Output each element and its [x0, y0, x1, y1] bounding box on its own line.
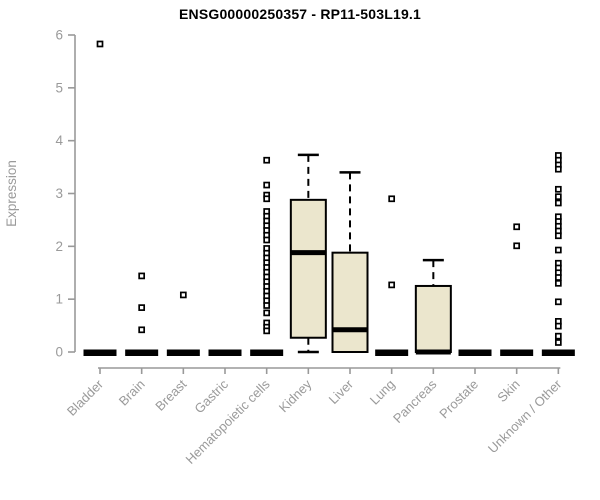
box — [331, 251, 369, 354]
flat-box — [166, 349, 200, 356]
outlier-point — [554, 193, 562, 201]
y-tick-label: 6 — [55, 28, 63, 43]
y-tick-label: 3 — [55, 186, 63, 201]
outlier-point — [263, 156, 271, 164]
boxplot-prostate — [458, 349, 492, 356]
flat-box — [541, 349, 575, 356]
boxplot-lung — [375, 195, 409, 356]
outlier-point — [263, 309, 271, 317]
flat-box — [458, 349, 492, 356]
outlier-point — [388, 195, 396, 203]
outlier-point — [96, 40, 104, 48]
boxplot-bladder — [83, 40, 117, 356]
y-tick-label: 2 — [55, 239, 63, 254]
box — [289, 198, 327, 339]
outlier-point — [138, 304, 146, 311]
x-tick-label: Lung — [367, 377, 398, 408]
boxplot-hematopoietic-cells — [250, 156, 284, 356]
outlier-point — [554, 165, 562, 173]
boxplot-unknown-other — [541, 152, 575, 356]
x-tick-label: Breast — [152, 376, 189, 413]
flat-box — [125, 349, 159, 356]
outlier-point — [554, 199, 562, 207]
boxplot-brain — [125, 272, 159, 356]
x-tick-label: Liver — [326, 376, 357, 407]
outlier-point — [554, 298, 562, 306]
outlier-point — [554, 322, 562, 330]
chart-title: ENSG00000250357 - RP11-503L19.1 — [178, 6, 422, 22]
boxplot-liver — [331, 171, 369, 354]
outlier-point — [263, 195, 271, 203]
outlier-point — [513, 242, 521, 250]
flat-box — [250, 349, 284, 356]
outlier-point — [138, 326, 146, 334]
outlier-point — [388, 281, 396, 289]
y-tick-label: 1 — [55, 292, 63, 307]
x-tick-label: Pancreas — [390, 376, 440, 426]
outlier-point — [263, 181, 271, 189]
boxplot-kidney — [289, 153, 327, 354]
flat-box — [83, 349, 117, 356]
outlier-point — [554, 279, 562, 287]
x-tick-label: Skin — [494, 377, 522, 405]
outlier-point — [138, 272, 146, 280]
outlier-point — [554, 332, 562, 340]
flat-box — [500, 349, 534, 356]
x-tick-label: Prostate — [436, 377, 481, 422]
y-tick-label: 4 — [55, 133, 63, 148]
x-tick-label: Kidney — [276, 376, 315, 415]
x-tick-label: Brain — [116, 377, 148, 409]
x-tick-label: Gastric — [191, 376, 231, 416]
boxplot-breast — [166, 291, 200, 356]
outlier-point — [263, 236, 271, 244]
boxplot-skin — [500, 223, 534, 356]
flat-box — [375, 349, 409, 356]
outlier-point — [554, 246, 562, 254]
x-tick-label: Unknown / Other — [485, 376, 565, 456]
outlier-point — [263, 327, 271, 335]
x-tick-label: Bladder — [64, 376, 107, 419]
y-tick-label: 0 — [55, 345, 63, 360]
box — [414, 284, 452, 353]
outlier-point — [554, 274, 562, 281]
outlier-point — [554, 232, 562, 240]
y-tick-label: 5 — [55, 80, 63, 95]
outlier-point — [263, 302, 271, 309]
outlier-point — [554, 339, 562, 346]
boxplot-pancreas — [414, 258, 452, 355]
flat-box — [208, 349, 242, 356]
outlier-point — [554, 185, 562, 193]
outlier-point — [179, 291, 187, 299]
boxplot-gastric — [208, 349, 242, 356]
outlier-point — [513, 223, 521, 231]
